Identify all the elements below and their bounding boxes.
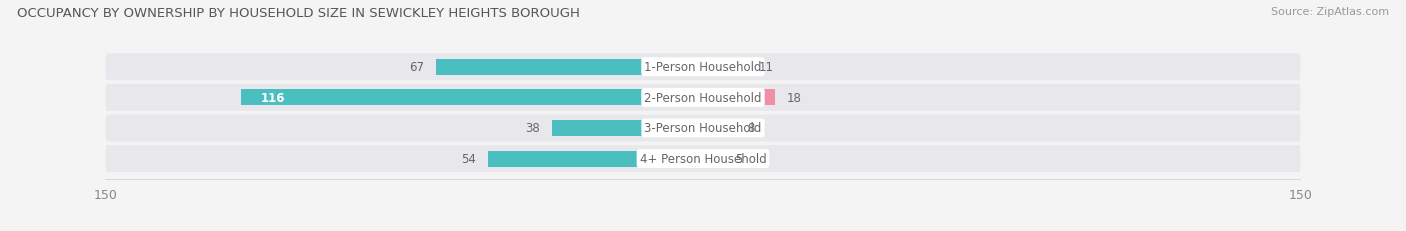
Text: 3-Person Household: 3-Person Household: [644, 122, 762, 135]
Text: 116: 116: [262, 91, 285, 104]
Text: 5: 5: [735, 152, 742, 165]
Bar: [436, 60, 703, 76]
Text: Source: ZipAtlas.com: Source: ZipAtlas.com: [1271, 7, 1389, 17]
Text: 4+ Person Household: 4+ Person Household: [640, 152, 766, 165]
FancyBboxPatch shape: [105, 85, 1301, 111]
Text: 67: 67: [409, 61, 425, 74]
Text: 2-Person Household: 2-Person Household: [644, 91, 762, 104]
FancyBboxPatch shape: [105, 146, 1301, 172]
Bar: [703, 121, 735, 136]
Text: 38: 38: [524, 122, 540, 135]
FancyBboxPatch shape: [105, 115, 1301, 142]
Bar: [488, 151, 703, 167]
Bar: [703, 90, 775, 106]
Text: OCCUPANCY BY OWNERSHIP BY HOUSEHOLD SIZE IN SEWICKLEY HEIGHTS BOROUGH: OCCUPANCY BY OWNERSHIP BY HOUSEHOLD SIZE…: [17, 7, 579, 20]
Text: 11: 11: [759, 61, 773, 74]
Text: 8: 8: [747, 122, 754, 135]
Bar: [703, 60, 747, 76]
Bar: [703, 151, 723, 167]
Text: 18: 18: [787, 91, 801, 104]
FancyBboxPatch shape: [105, 54, 1301, 81]
Bar: [240, 90, 703, 106]
Bar: [551, 121, 703, 136]
Text: 54: 54: [461, 152, 475, 165]
Text: 1-Person Household: 1-Person Household: [644, 61, 762, 74]
